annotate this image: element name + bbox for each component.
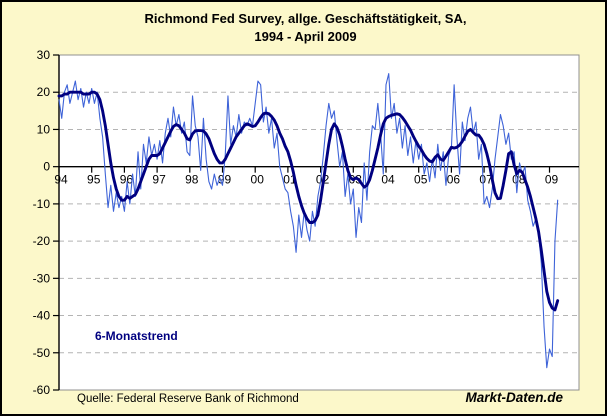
x-tick-label: 09 <box>545 173 559 187</box>
y-tick-label: 10 <box>37 122 51 136</box>
watermark-brand: Markt-Daten.de <box>465 390 563 405</box>
x-tick-label: 96 <box>120 173 134 187</box>
x-tick-label: 00 <box>251 173 265 187</box>
x-tick-label: 94 <box>54 173 68 187</box>
x-tick-label: 95 <box>87 173 101 187</box>
y-tick-label: 20 <box>37 85 51 99</box>
x-tick-label: 05 <box>414 173 428 187</box>
y-tick-label: 30 <box>37 48 51 62</box>
y-tick-label: -50 <box>33 346 51 360</box>
monthly-series-line <box>58 73 559 369</box>
y-tick-label: -60 <box>33 383 51 397</box>
chart-title-line2: 1994 - April 2009 <box>254 29 357 44</box>
trend-series-line <box>57 90 560 312</box>
y-tick-label: -20 <box>33 234 51 248</box>
y-tick-label: 0 <box>43 160 50 174</box>
chart-title-line1: Richmond Fed Survey, allge. Geschäftstät… <box>144 11 467 26</box>
y-tick-label: -10 <box>33 197 51 211</box>
plot-area <box>58 54 580 391</box>
y-tick-label: -40 <box>33 309 51 323</box>
x-tick-label: 98 <box>185 173 199 187</box>
y-tick-label: -30 <box>33 271 51 285</box>
source-note: Quelle: Federal Reserve Bank of Richmond <box>77 393 299 405</box>
x-tick-label: 06 <box>447 173 461 187</box>
x-tick-label: 97 <box>152 173 166 187</box>
trend-series-annotation: 6-Monatstrend <box>95 329 178 343</box>
x-tick-label: 04 <box>381 173 395 187</box>
